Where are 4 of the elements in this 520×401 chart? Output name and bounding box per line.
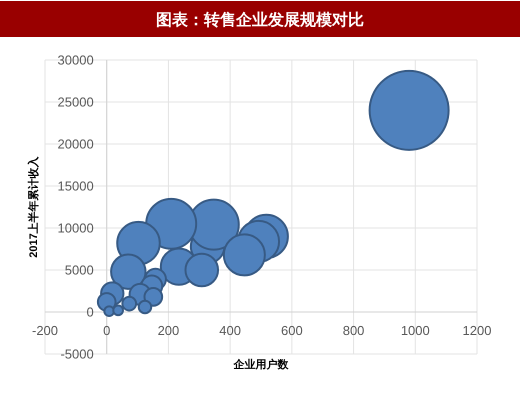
chart-title: 图表：转售企业发展规模对比 [156, 11, 364, 29]
title: 图表：转售企业发展规模对比 [0, 1, 520, 37]
ylabel: 2017上半年累计收入 [28, 156, 40, 258]
xlabel: 企业用户数 [234, 359, 288, 371]
